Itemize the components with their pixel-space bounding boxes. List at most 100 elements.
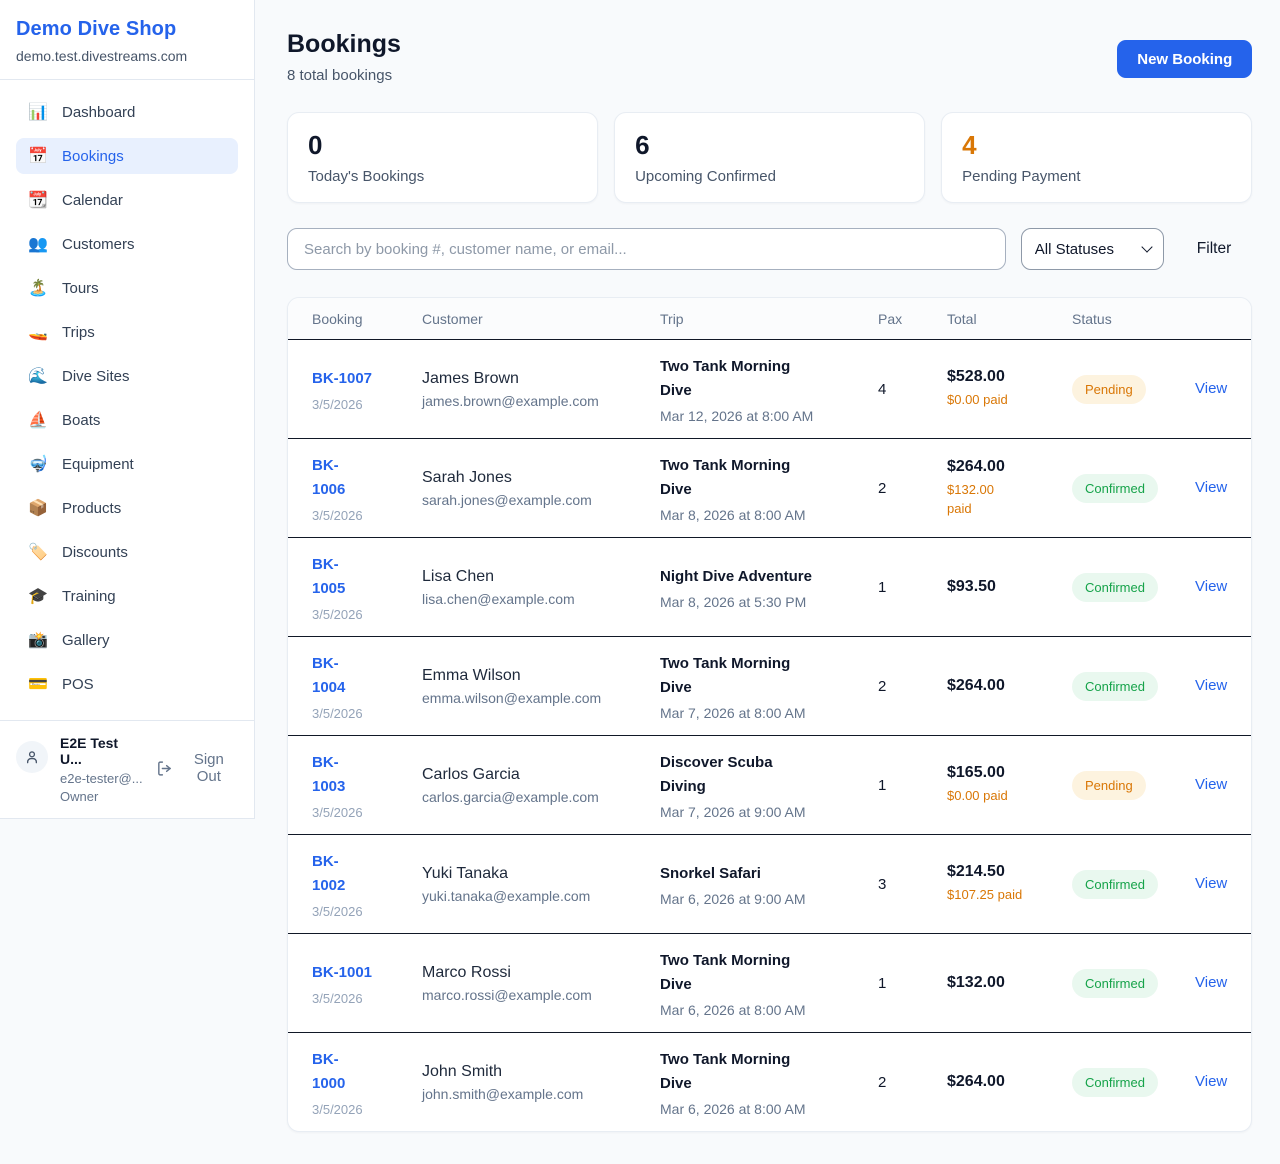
status-cell: Pending [1072, 770, 1195, 800]
view-link[interactable]: View [1195, 776, 1228, 793]
status-badge: Pending [1072, 770, 1146, 800]
bookings-table: Booking Customer Trip Pax Total Status B… [287, 297, 1253, 1132]
trip-datetime: Mar 8, 2026 at 5:30 PM [660, 593, 807, 610]
credit-card-icon: 💳 [28, 676, 48, 693]
view-link[interactable]: View [1195, 479, 1228, 496]
sidebar-user-footer: E2E Test U... e2e-tester@... Owner Sign … [0, 720, 254, 818]
stat-value: 4 [962, 130, 977, 160]
status-badge: Confirmed [1072, 968, 1158, 998]
sidebar-item-dive-sites[interactable]: 🌊 Dive Sites [28, 367, 130, 386]
booking-cell: BK- 1004 3/5/2026 [312, 652, 422, 721]
column-header-total: Total [947, 310, 977, 327]
sidebar-item-discounts[interactable]: 🏷️ Discounts [28, 543, 128, 562]
sidebar-item-pos[interactable]: 💳 POS [28, 675, 94, 694]
view-link[interactable]: View [1195, 1073, 1228, 1090]
pax-count: 2 [878, 479, 887, 497]
page-header: Bookings 8 total bookings New Booking [287, 30, 1253, 84]
sidebar-item-bookings[interactable]: 📅 Bookings [16, 138, 238, 174]
view-link[interactable]: View [1195, 677, 1228, 694]
booking-cell: BK- 1002 3/5/2026 [312, 850, 422, 919]
new-booking-button[interactable]: New Booking [1117, 40, 1253, 78]
sidebar-item-tours[interactable]: 🏝️ Tours [28, 279, 99, 298]
status-badge: Confirmed [1072, 572, 1158, 602]
trip-cell: Two Tank Morning Dive Mar 6, 2026 at 8:0… [660, 949, 878, 1018]
trip-datetime: Mar 12, 2026 at 8:00 AM [660, 407, 814, 424]
total-cell: $264.00 $132.00 paid [947, 458, 1072, 519]
column-header-trip: Trip [660, 310, 684, 327]
filter-row: All Statuses Filter [287, 228, 1252, 270]
customer-email: emma.wilson@example.com [422, 689, 602, 706]
brand-block: Demo Dive Shop demo.test.divestreams.com [0, 0, 254, 80]
status-badge: Confirmed [1072, 1067, 1158, 1097]
view-link[interactable]: View [1195, 974, 1228, 991]
customer-email: yuki.tanaka@example.com [422, 887, 591, 904]
booking-date: 3/5/2026 [312, 606, 363, 622]
actions-cell: View [1195, 677, 1227, 695]
stat-value: 6 [635, 130, 650, 160]
booking-id-link[interactable]: BK- 1000 [312, 1050, 346, 1092]
sidebar: Demo Dive Shop demo.test.divestreams.com… [0, 0, 255, 819]
customer-cell: Carlos Garcia carlos.garcia@example.com [422, 766, 660, 805]
trip-datetime: Mar 6, 2026 at 8:00 AM [660, 1001, 806, 1018]
sidebar-item-dashboard[interactable]: 📊 Dashboard [28, 103, 136, 122]
booking-id-link[interactable]: BK- 1004 [312, 654, 346, 696]
sign-out-button[interactable]: Sign Out [156, 751, 238, 785]
customer-cell: John Smith john.smith@example.com [422, 1063, 660, 1102]
booking-id-link[interactable]: BK-1007 [312, 369, 373, 387]
status-select[interactable]: All Statuses [1020, 228, 1164, 270]
table-row: BK- 1004 3/5/2026 Emma Wilson emma.wilso… [288, 636, 1252, 735]
tear-off-calendar-icon: 📆 [28, 192, 48, 209]
sidebar-item-customers[interactable]: 👥 Customers [28, 235, 135, 254]
user-email: e2e-tester@... [60, 771, 143, 786]
status-cell: Confirmed [1072, 473, 1195, 503]
trip-datetime: Mar 7, 2026 at 8:00 AM [660, 704, 806, 721]
total-amount: $528.00 [947, 368, 1005, 386]
graduation-cap-icon: 🎓 [28, 588, 48, 605]
trip-datetime: Mar 8, 2026 at 8:00 AM [660, 506, 806, 523]
booking-id-link[interactable]: BK- 1003 [312, 753, 346, 795]
view-link[interactable]: View [1195, 380, 1228, 397]
sidebar-item-calendar[interactable]: 📆 Calendar [28, 191, 123, 210]
total-amount: $165.00 [947, 764, 1005, 782]
view-link[interactable]: View [1195, 578, 1228, 595]
customer-name: Lisa Chen [422, 567, 495, 585]
trip-name: Two Tank Morning Dive [660, 456, 791, 498]
main-content: Bookings 8 total bookings New Booking 0 … [255, 0, 1280, 1164]
customer-name: Emma Wilson [422, 666, 521, 684]
booking-date: 3/5/2026 [312, 1101, 363, 1117]
view-link[interactable]: View [1195, 875, 1228, 892]
sidebar-item-gallery[interactable]: 📸 Gallery [28, 631, 110, 650]
trip-name: Discover Scuba Diving [660, 753, 773, 795]
booking-id-link[interactable]: BK- 1006 [312, 456, 346, 498]
search-input[interactable] [287, 228, 1006, 270]
table-body: BK-1007 3/5/2026 James Brown james.brown… [288, 339, 1252, 1131]
actions-cell: View [1195, 776, 1227, 794]
column-header-customer: Customer [422, 310, 483, 327]
total-cell: $165.00 $0.00 paid [947, 764, 1072, 806]
booking-date: 3/5/2026 [312, 507, 363, 523]
pax-count: 2 [878, 1073, 887, 1091]
status-badge: Pending [1072, 374, 1146, 404]
booking-id-link[interactable]: BK-1001 [312, 963, 373, 981]
booking-id-link[interactable]: BK- 1005 [312, 555, 346, 597]
actions-cell: View [1195, 974, 1227, 992]
sidebar-item-trips[interactable]: 🚤 Trips [28, 323, 95, 342]
stat-card-todays-bookings: 0 Today's Bookings [287, 112, 599, 203]
customer-name: James Brown [422, 369, 519, 387]
booking-cell: BK- 1005 3/5/2026 [312, 553, 422, 622]
sidebar-item-boats[interactable]: ⛵ Boats [28, 411, 101, 430]
total-cell: $132.00 [947, 974, 1072, 992]
trip-cell: Two Tank Morning Dive Mar 12, 2026 at 8:… [660, 355, 878, 424]
customer-email: sarah.jones@example.com [422, 491, 592, 508]
customer-name: Yuki Tanaka [422, 864, 508, 882]
sidebar-item-equipment[interactable]: 🤿 Equipment [28, 455, 134, 474]
sidebar-item-products[interactable]: 📦 Products [28, 499, 122, 518]
sidebar-item-training[interactable]: 🎓 Training [28, 587, 116, 606]
booking-id-link[interactable]: BK- 1002 [312, 852, 346, 894]
tag-icon: 🏷️ [28, 544, 48, 561]
filter-button[interactable]: Filter [1179, 240, 1252, 258]
status-cell: Pending [1072, 374, 1195, 404]
customer-name: Carlos Garcia [422, 765, 520, 783]
stat-label: Upcoming Confirmed [635, 168, 776, 185]
